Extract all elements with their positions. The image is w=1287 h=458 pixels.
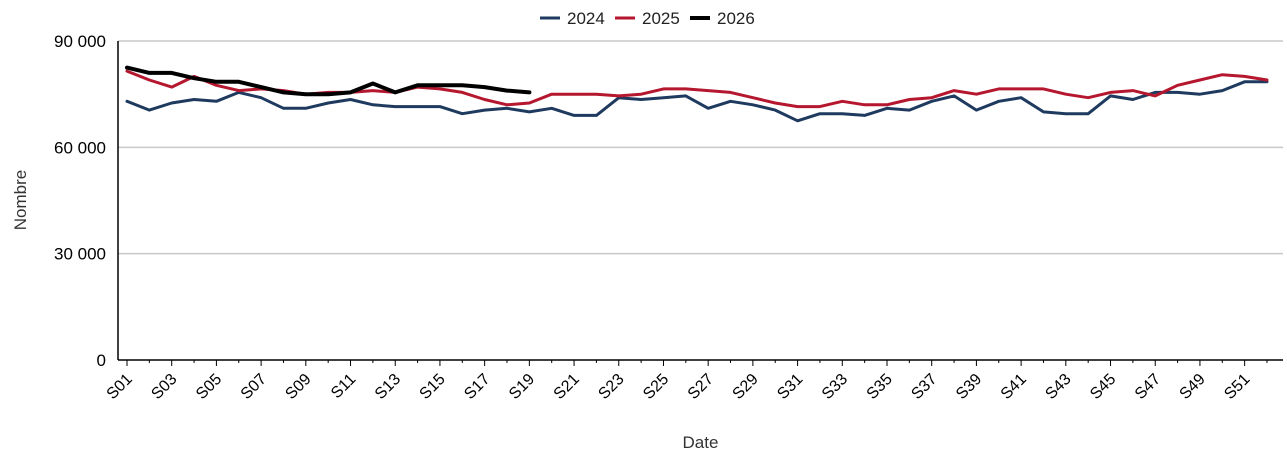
x-tick-label: S41: [998, 371, 1030, 403]
x-tick-label: S47: [1132, 371, 1164, 403]
x-tick-label: S27: [685, 371, 717, 403]
legend-label-2026: 2026: [717, 9, 755, 28]
x-tick-label: S51: [1221, 371, 1253, 403]
x-tick-label: S39: [953, 371, 985, 403]
x-tick-label: S07: [238, 371, 270, 403]
x-tick-label: S15: [417, 371, 449, 403]
series-line-2024: [125, 80, 1269, 123]
x-tick-label: S31: [774, 371, 806, 403]
x-tick-label: S05: [193, 371, 225, 403]
y-tick-label: 90 000: [54, 32, 106, 51]
x-tick-label: S45: [1087, 371, 1119, 403]
x-tick-label: S11: [328, 371, 359, 402]
x-tick-label: S01: [104, 371, 136, 403]
x-tick-label: S13: [372, 371, 404, 403]
x-tick-label: S33: [819, 371, 851, 403]
legend: 2024 2025 2026: [540, 9, 755, 28]
y-tick-label: 60 000: [54, 138, 106, 157]
series-lines: [125, 65, 1269, 123]
series-line-2026: [125, 65, 532, 97]
x-tick-label: S43: [1043, 371, 1075, 403]
y-axis-title: Nombre: [11, 170, 30, 230]
x-tick-label: S25: [640, 371, 672, 403]
x-tick-label: S03: [148, 371, 180, 403]
x-tick-label: S35: [864, 371, 896, 403]
gridlines: [118, 40, 1283, 255]
x-tick-label: S09: [283, 371, 315, 403]
x-axis-title: Date: [683, 433, 719, 452]
y-tick-label: 30 000: [54, 245, 106, 264]
axes: [117, 41, 1283, 366]
x-tick-label: S23: [595, 371, 627, 403]
x-tick-label: S17: [461, 371, 493, 403]
x-tick-label: S19: [506, 371, 538, 403]
x-tick-label: S21: [551, 371, 583, 403]
x-tick-label: S37: [908, 371, 940, 403]
y-tick-label: 0: [97, 351, 106, 370]
x-tick-label: S49: [1177, 371, 1209, 403]
legend-label-2024: 2024: [567, 9, 605, 28]
legend-label-2025: 2025: [642, 9, 680, 28]
x-tick-label: S29: [730, 371, 762, 403]
